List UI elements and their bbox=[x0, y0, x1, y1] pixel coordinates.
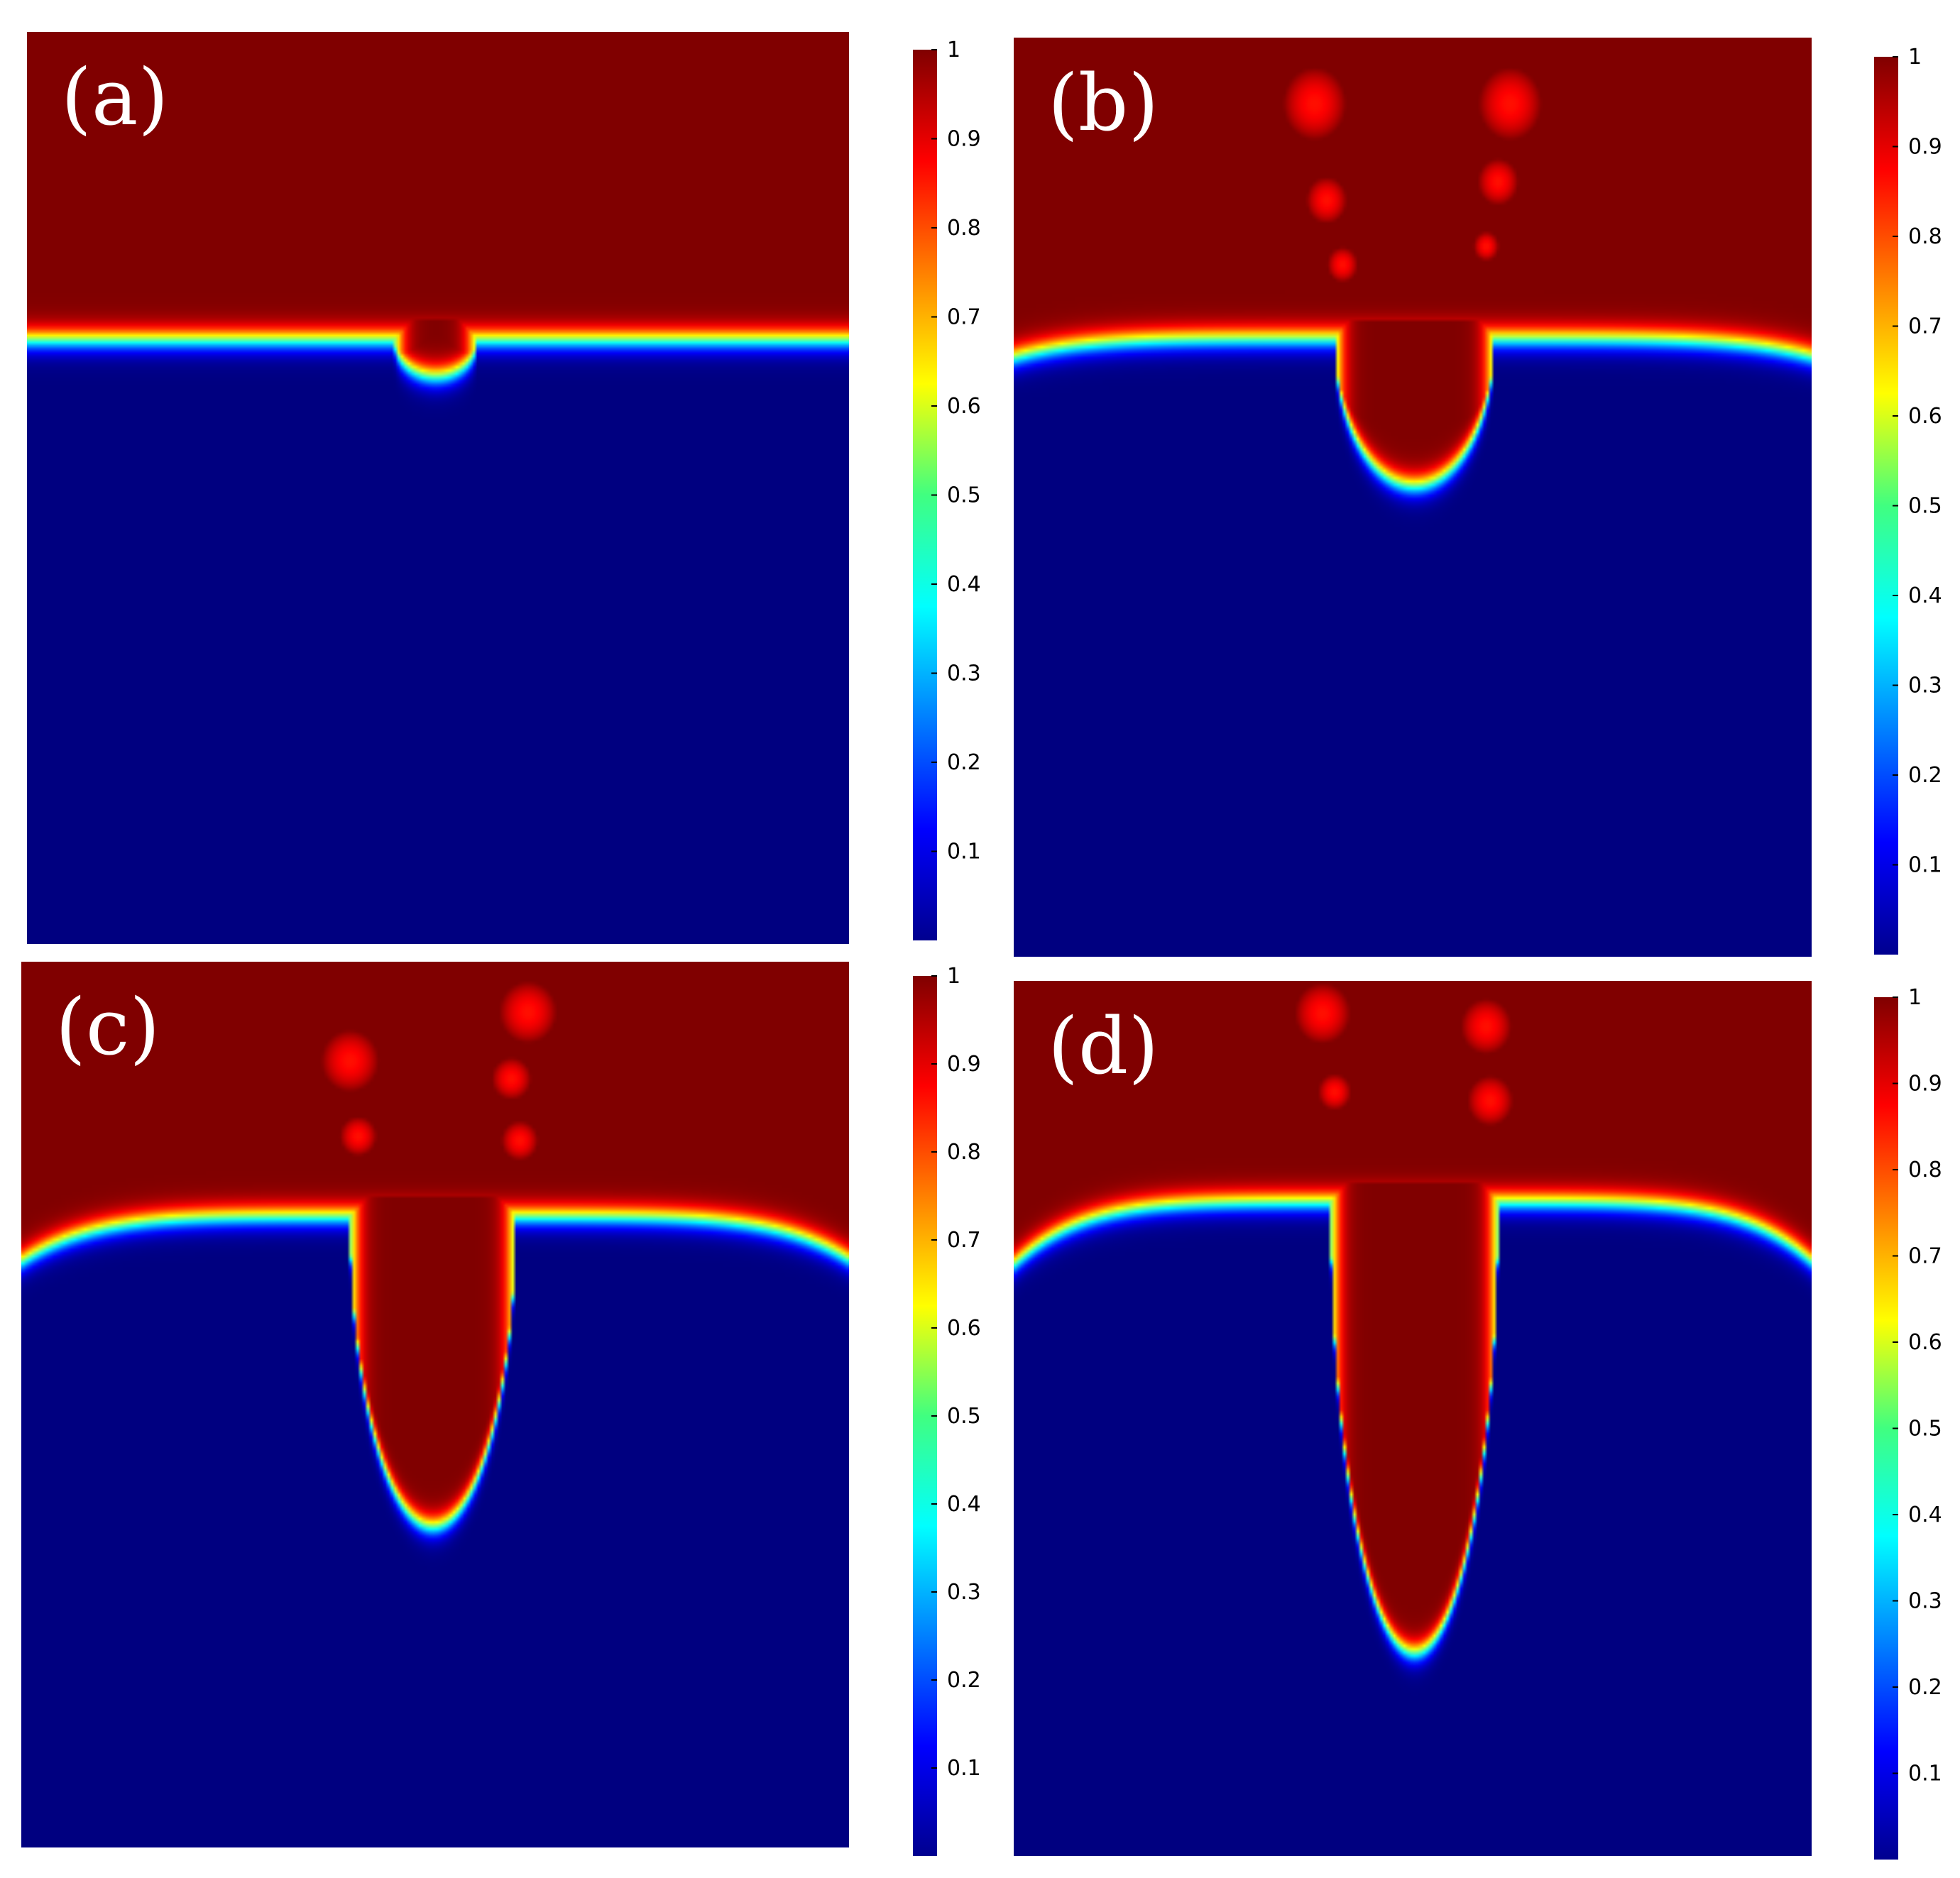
colorbar-tick-label: 0.8 bbox=[1908, 1158, 1942, 1182]
colorbar-tick-label: 0.8 bbox=[947, 1140, 981, 1165]
colorbar-tick-label: 0.3 bbox=[1908, 674, 1942, 698]
panel-label: (a) bbox=[61, 52, 168, 143]
colorbar-tick-label: 0.7 bbox=[1908, 314, 1942, 339]
panel-label: (d) bbox=[1048, 1001, 1159, 1092]
heatmap-field bbox=[1014, 38, 1812, 957]
colorbar-tick-label: 0.9 bbox=[947, 127, 981, 152]
colorbar-tick-label: 0.2 bbox=[1908, 1675, 1942, 1700]
colorbar-tick-label: 1 bbox=[1908, 45, 1922, 70]
colorbar-tick-label: 0.2 bbox=[947, 1668, 981, 1693]
colorbar-tick-label: 1 bbox=[947, 964, 960, 989]
colorbar-tick-label: 0.4 bbox=[1908, 1503, 1942, 1527]
colorbar-tick-label: 0.4 bbox=[1908, 583, 1942, 608]
heatmap-panel-d: (d) 0.1 0.2 0.3 0.4 0.5 0.6 0.7 0.8 0.9 1 bbox=[1014, 981, 1942, 1860]
heatmap-field bbox=[27, 32, 849, 944]
panel-label: (c) bbox=[55, 982, 160, 1072]
colorbar-tick-label: 0.9 bbox=[947, 1052, 981, 1077]
colorbar-tick-label: 0.6 bbox=[947, 394, 981, 419]
colorbar-tick-label: 0.4 bbox=[947, 1492, 981, 1517]
heatmap-field bbox=[21, 962, 849, 1847]
colorbar-tick-label: 0.2 bbox=[947, 750, 981, 775]
colorbar-tick-label: 0.4 bbox=[947, 572, 981, 597]
colorbar-tick-label: 0.3 bbox=[947, 1580, 981, 1605]
colorbar-tick-label: 0.7 bbox=[947, 305, 981, 330]
colorbar-tick-label: 0.5 bbox=[1908, 1417, 1942, 1442]
heatmap-panel-a: (a) 0.1 0.2 0.3 0.4 0.5 0.6 0.7 0.8 0.9 1 bbox=[27, 32, 981, 944]
colorbar-tick-label: 0.5 bbox=[1908, 494, 1942, 519]
colorbar-tick-label: 0.1 bbox=[947, 840, 981, 864]
colorbar-tick-label: 0.8 bbox=[947, 216, 981, 241]
heatmap-panel-c: (c) 0.1 0.2 0.3 0.4 0.5 0.6 0.7 0.8 0.9 1 bbox=[21, 962, 981, 1856]
colorbar-tick-label: 0.8 bbox=[1908, 224, 1942, 249]
colorbar-tick-label: 0.6 bbox=[1908, 404, 1942, 429]
colorbar-tick-label: 0.6 bbox=[947, 1316, 981, 1341]
colorbar-tick-label: 0.7 bbox=[1908, 1244, 1942, 1269]
colorbar-tick-label: 0.3 bbox=[1908, 1589, 1942, 1614]
colorbar-tick-label: 0.2 bbox=[1908, 763, 1942, 788]
colorbar-tick-label: 0.6 bbox=[1908, 1330, 1942, 1355]
colorbar-tick-label: 0.9 bbox=[1908, 135, 1942, 160]
heatmap-panel-b: (b) 0.1 0.2 0.3 0.4 0.5 0.6 0.7 0.8 0.9 1 bbox=[1014, 38, 1942, 957]
colorbar-tick-label: 0.9 bbox=[1908, 1072, 1942, 1097]
colorbar-tick-label: 0.5 bbox=[947, 483, 981, 508]
panel-label: (b) bbox=[1048, 57, 1159, 148]
colorbar-tick-label: 0.7 bbox=[947, 1228, 981, 1253]
colorbar-tick-label: 0.5 bbox=[947, 1404, 981, 1429]
colorbar-tick-label: 1 bbox=[1908, 985, 1922, 1010]
heatmap-field bbox=[1014, 981, 1812, 1856]
colorbar-tick-label: 0.1 bbox=[1908, 853, 1942, 878]
colorbar-tick-label: 0.1 bbox=[947, 1756, 981, 1781]
colorbar-tick-label: 0.3 bbox=[947, 661, 981, 686]
colorbar-tick-label: 0.1 bbox=[1908, 1762, 1942, 1786]
colorbar-tick-label: 1 bbox=[947, 38, 960, 62]
